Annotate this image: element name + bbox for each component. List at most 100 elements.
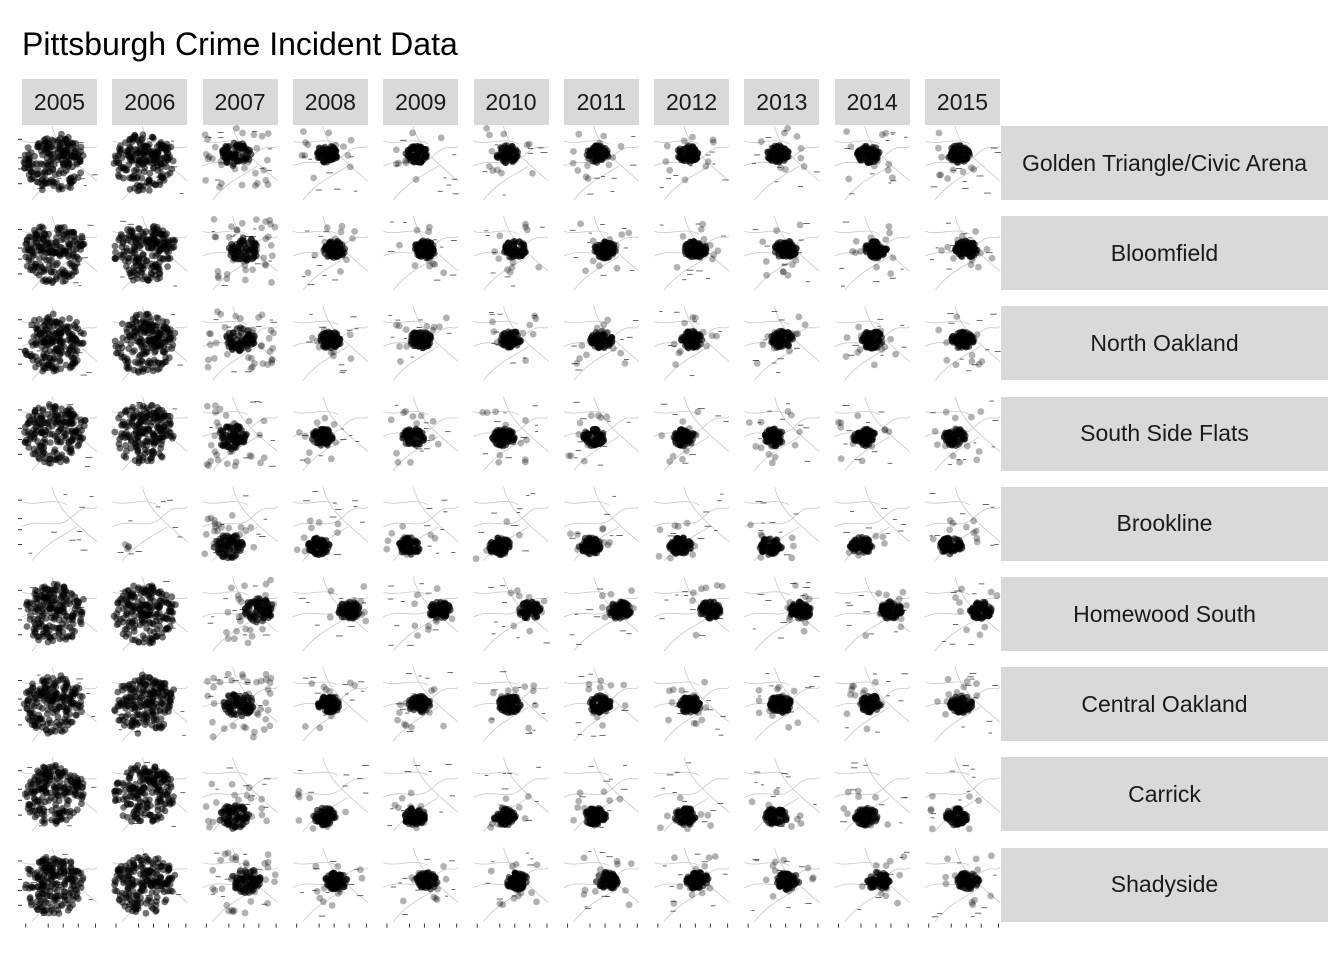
incident-point (159, 144, 167, 152)
incident-point (594, 412, 602, 420)
incident-point (41, 168, 48, 176)
incident-point (214, 308, 221, 316)
incident-point (704, 158, 712, 166)
incident-point (147, 274, 155, 281)
incident-point (713, 332, 720, 340)
incident-point (72, 140, 80, 147)
incident-point (66, 323, 74, 331)
incident-point (210, 355, 218, 362)
incident-point (944, 175, 951, 182)
incident-point (589, 257, 597, 265)
incident-point (169, 434, 176, 442)
incident-point (222, 440, 230, 448)
incident-point (968, 351, 976, 359)
incident-point (409, 412, 417, 420)
incident-point (605, 161, 613, 169)
incident-point (577, 220, 584, 228)
facet-panel (473, 124, 549, 201)
incident-point (396, 358, 404, 365)
incident-point (156, 247, 164, 255)
facet-panel (563, 216, 640, 291)
incident-point (237, 240, 245, 248)
incident-point (949, 155, 957, 163)
incident-point (32, 339, 39, 347)
incident-point (486, 131, 493, 139)
incident-point (793, 133, 801, 140)
incident-point (264, 181, 272, 188)
incident-point (44, 140, 52, 148)
incident-point (51, 405, 59, 413)
incident-point (592, 426, 600, 434)
incident-point (574, 167, 582, 174)
incident-point (69, 240, 77, 248)
incident-point (127, 273, 135, 280)
incident-point (310, 174, 318, 182)
incident-point (330, 244, 338, 252)
incident-point (483, 124, 491, 132)
incident-point (953, 313, 961, 321)
incident-point (228, 154, 236, 162)
incident-point (781, 333, 789, 341)
incident-point (584, 162, 591, 170)
incident-point (670, 340, 678, 348)
incident-point (226, 430, 234, 438)
incident-point (330, 420, 338, 428)
incident-point (258, 224, 266, 232)
facet-panel (473, 216, 549, 291)
incident-point (522, 357, 530, 364)
facet-panel (924, 216, 1001, 291)
incident-point (235, 346, 243, 354)
incident-point (421, 146, 429, 153)
incident-point (323, 224, 331, 232)
incident-point (308, 334, 316, 342)
incident-point (67, 344, 75, 352)
incident-point (680, 137, 688, 145)
incident-point (949, 166, 957, 174)
incident-point (321, 330, 329, 338)
incident-point (136, 338, 144, 346)
incident-point (321, 414, 329, 422)
incident-point (776, 148, 784, 156)
incident-point (112, 342, 120, 350)
incident-point (417, 412, 425, 420)
incident-point (703, 342, 711, 350)
incident-point (120, 174, 127, 182)
facet-panel (292, 396, 369, 471)
incident-point (305, 449, 313, 456)
incident-point (299, 128, 307, 136)
incident-point (140, 160, 148, 168)
incident-point (132, 408, 140, 415)
incident-point (212, 339, 220, 347)
incident-point (516, 337, 523, 345)
incident-point (425, 223, 433, 231)
incident-point (701, 249, 709, 257)
incident-point (791, 250, 798, 258)
incident-point (150, 235, 158, 243)
incident-point (206, 341, 214, 349)
incident-point (601, 144, 609, 152)
incident-point (600, 321, 608, 329)
incident-point (155, 226, 163, 234)
incident-point (938, 247, 945, 254)
incident-point (164, 263, 172, 270)
incident-point (785, 243, 793, 251)
incident-point (166, 254, 174, 262)
incident-point (21, 160, 29, 168)
incident-point (258, 132, 266, 140)
incident-point (426, 335, 434, 343)
facet-panel (473, 306, 549, 381)
incident-point (157, 139, 165, 146)
incident-point (157, 164, 164, 172)
incident-point (136, 311, 144, 318)
incident-point (244, 153, 251, 161)
incident-point (491, 248, 499, 256)
incident-point (111, 242, 119, 250)
facet-panel (834, 216, 910, 291)
incident-point (502, 145, 510, 153)
incident-point (219, 153, 227, 161)
incident-point (241, 276, 249, 284)
incident-point (123, 328, 131, 336)
incident-point (242, 251, 250, 258)
incident-point (141, 273, 149, 281)
incident-point (225, 233, 233, 241)
